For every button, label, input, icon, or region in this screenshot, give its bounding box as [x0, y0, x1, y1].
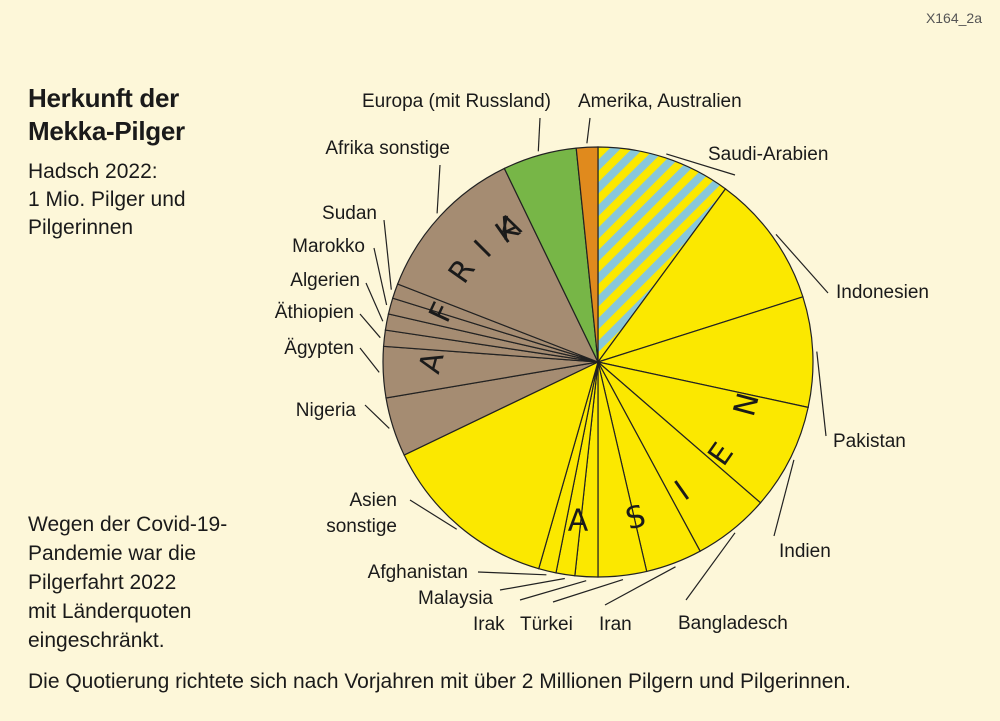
slice-label-turkei: Türkei [520, 614, 573, 635]
slice-label-marokko: Marokko [292, 236, 365, 257]
chart-subtitle: Hadsch 2022: 1 Mio. Pilger und Pilgerinn… [28, 158, 186, 242]
slice-label-malaysia: Malaysia [418, 588, 493, 609]
slice-label-afghanistan: Afghanistan [368, 562, 468, 583]
slice-label-iran: Iran [599, 614, 632, 635]
chart-title: Herkunft der Mekka-Pilger [28, 82, 185, 148]
pie-slice-indien [597, 361, 809, 504]
leader-line-indonesien [775, 234, 829, 294]
note-line: mit Länderquoten [28, 600, 192, 623]
slice-label-indien: Indien [779, 541, 831, 562]
leader-line-malaysia [499, 577, 565, 591]
slice-label-algerien: Algerien [290, 270, 360, 291]
note-line: eingeschränkt. [28, 629, 165, 652]
note-line: Pandemie war die [28, 542, 197, 565]
leader-line-afrika-sonstige [436, 164, 441, 214]
title-line: Mekka-Pilger [28, 116, 185, 146]
leader-line-europa-mit-russland [537, 117, 541, 152]
leader-line-asien-sonstige [409, 499, 458, 530]
slice-label-indonesien: Indonesien [836, 282, 929, 303]
subtitle-line: Pilgerinnen [28, 216, 134, 239]
pie-slice-saudi-arabien [597, 146, 727, 364]
leader-line-indien [773, 459, 795, 537]
slice-label-nigeria: Nigeria [296, 400, 357, 421]
leader-line-amerika-australien [586, 117, 591, 144]
note-line: Wegen der Covid-19- [28, 513, 228, 536]
leader-line-saudi-arabien [666, 153, 736, 176]
footer-note: Die Quotierung richtete sich nach Vorjah… [28, 670, 851, 693]
leader-line-irak [519, 580, 587, 601]
slice-label-asien-sonstige: Asien sonstige [326, 490, 397, 537]
asia-group-letter: A [568, 504, 589, 539]
pie-slice-pakistan [595, 296, 814, 409]
leader-line-agypten [359, 347, 380, 373]
note-line: Pilgerfahrt 2022 [28, 571, 177, 594]
pie-slice-indonesien [596, 188, 804, 364]
slice-label-sudan: Sudan [322, 203, 377, 224]
slice-label-afrika-sonstige: Afrika sonstige [325, 138, 450, 159]
slice-label-pakistan: Pakistan [833, 431, 906, 452]
leader-line-bangladesch [685, 532, 736, 601]
slice-label-athiopien: Äthiopien [275, 302, 354, 323]
leader-line-turkei [552, 579, 624, 603]
slice-label-amerika-australien: Amerika, Australien [578, 91, 742, 112]
subtitle-line: Hadsch 2022: [28, 160, 158, 183]
leader-line-athiopien [359, 313, 381, 339]
subtitle-line: 1 Mio. Pilger und [28, 188, 186, 211]
leader-line-algerien [365, 282, 384, 322]
slice-label-europa-mit-russland: Europa (mit Russland) [362, 91, 551, 112]
slice-label-agypten: Ägypten [284, 338, 354, 359]
pie-slice-afrika-sonstige [396, 167, 600, 364]
slice-label-saudi-arabien: Saudi-Arabien [708, 144, 828, 165]
leader-line-pakistan [816, 351, 827, 437]
leader-line-marokko [373, 247, 388, 306]
leader-line-nigeria [364, 404, 390, 429]
chart-code: X164_2a [925, 10, 982, 26]
covid-note: Wegen der Covid-19- Pandemie war die Pil… [28, 510, 227, 655]
pie-slice-asien-sonstige [403, 360, 599, 570]
pie-slice-amerika-australien [575, 146, 599, 363]
leader-line-afghanistan [477, 571, 547, 576]
leader-line-iran [604, 566, 676, 606]
slice-label-bangladesch: Bangladesch [678, 613, 788, 634]
slice-label-irak: Irak [473, 614, 505, 635]
leader-line-sudan [383, 219, 392, 290]
title-line: Herkunft der [28, 83, 179, 113]
